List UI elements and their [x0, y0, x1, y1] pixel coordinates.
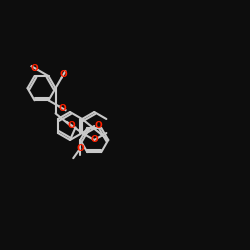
- Text: O: O: [31, 64, 38, 72]
- Text: O: O: [94, 120, 102, 130]
- Text: O: O: [67, 122, 75, 130]
- Text: O: O: [58, 104, 66, 113]
- Text: O: O: [60, 70, 68, 79]
- Text: O: O: [76, 144, 84, 153]
- Text: O: O: [90, 136, 98, 144]
